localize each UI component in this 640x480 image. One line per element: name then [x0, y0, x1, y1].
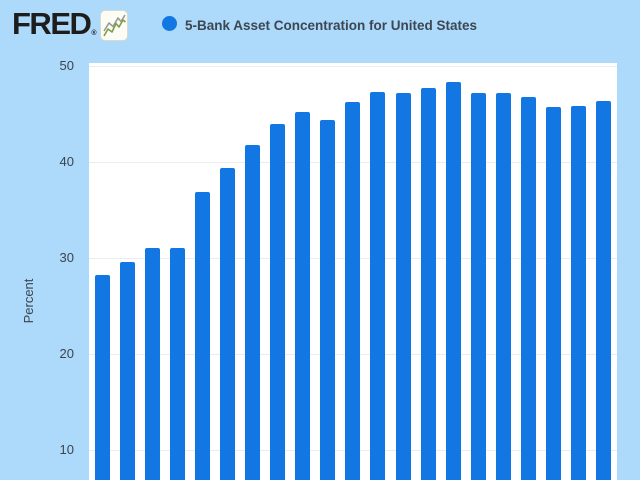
- bar: [495, 92, 511, 480]
- bar: [470, 92, 486, 480]
- bar: [320, 119, 336, 480]
- y-axis-title: Percent: [21, 278, 36, 324]
- bar: [245, 144, 261, 480]
- bar: [144, 248, 160, 480]
- gridline: [89, 66, 617, 67]
- bar: [270, 123, 286, 480]
- bar: [545, 107, 561, 480]
- fred-logo-text: FRED: [12, 6, 92, 41]
- bar: [520, 96, 536, 480]
- y-tick-label: 20: [59, 346, 74, 361]
- bar: [395, 92, 411, 480]
- bar: [169, 248, 185, 480]
- y-tick-label: 10: [59, 442, 74, 457]
- bar: [119, 261, 135, 480]
- bar: [370, 91, 386, 480]
- plot-area: [89, 63, 617, 480]
- bar: [220, 167, 236, 480]
- bar: [94, 275, 110, 480]
- bar: [596, 100, 612, 480]
- bar: [420, 88, 436, 480]
- bar: [445, 82, 461, 480]
- bar: [571, 106, 587, 480]
- y-tick-label: 50: [59, 58, 74, 73]
- series-label[interactable]: 5-Bank Asset Concentration for United St…: [185, 18, 478, 33]
- y-tick-label: 30: [59, 250, 74, 265]
- fred-logo-chart-icon: [99, 10, 128, 41]
- bar: [295, 112, 311, 480]
- y-tick-label: 40: [59, 154, 74, 169]
- fred-logo[interactable]: FRED ®: [12, 8, 128, 41]
- bar: [345, 102, 361, 480]
- registered-trademark: ®: [91, 30, 97, 37]
- legend-dot-icon: [162, 16, 177, 31]
- bar: [194, 191, 210, 480]
